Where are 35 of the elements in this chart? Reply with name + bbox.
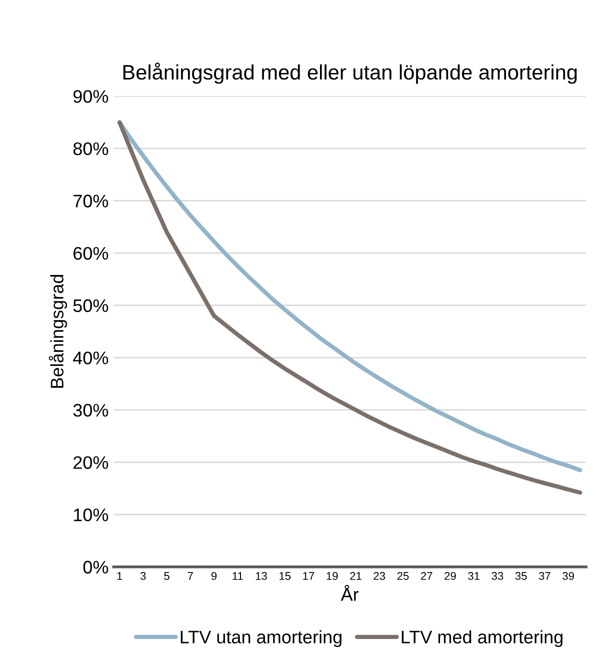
x-tick-label: 25 bbox=[397, 572, 409, 580]
x-tick-label: 15 bbox=[280, 572, 291, 580]
x-tick-label: 39 bbox=[562, 572, 574, 580]
y-tick-label: 30% bbox=[73, 404, 108, 417]
y-tick-label: 40% bbox=[73, 352, 108, 364]
x-tick-label: 9 bbox=[211, 572, 217, 580]
x-tick-label: 11 bbox=[232, 572, 243, 580]
x-tick-label: 37 bbox=[538, 572, 550, 580]
y-tick-label: 50% bbox=[73, 299, 108, 312]
x-tick-label: 17 bbox=[303, 572, 314, 580]
x-tick-label: 27 bbox=[420, 572, 432, 580]
y-tick-label: 10% bbox=[74, 508, 108, 522]
y-tick-label: 20% bbox=[74, 456, 108, 469]
legend-label: LTV med amortering bbox=[402, 630, 562, 648]
x-tick-label: 35 bbox=[515, 572, 527, 580]
x-tick-label: 21 bbox=[350, 572, 362, 580]
x-tick-label: 7 bbox=[188, 572, 193, 580]
x-tick-label: 19 bbox=[326, 572, 338, 580]
x-tick-label: 33 bbox=[492, 572, 504, 580]
y-tick-label: 60% bbox=[74, 246, 108, 260]
x-axis-title: År bbox=[340, 584, 359, 601]
y-tick-label: 0% bbox=[83, 560, 108, 574]
y-tick-label: 80% bbox=[73, 142, 108, 156]
x-tick-label: 3 bbox=[140, 572, 146, 580]
x-tick-label: 23 bbox=[374, 572, 386, 580]
y-axis-title: Belåningsgrad bbox=[48, 274, 68, 388]
x-tick-label: 29 bbox=[444, 572, 456, 580]
chart-title: Belåningsgrad med eller utan löpande amortering bbox=[123, 62, 577, 84]
x-tick-label: 31 bbox=[468, 572, 480, 580]
legend-label: LTV utan amortering bbox=[180, 630, 342, 648]
x-tick-label: 13 bbox=[256, 572, 267, 580]
x-tick-label: 1 bbox=[117, 572, 122, 580]
y-tick-label: 70% bbox=[74, 194, 108, 208]
y-tick-label: 90% bbox=[73, 90, 108, 103]
x-tick-label: 5 bbox=[164, 572, 170, 580]
